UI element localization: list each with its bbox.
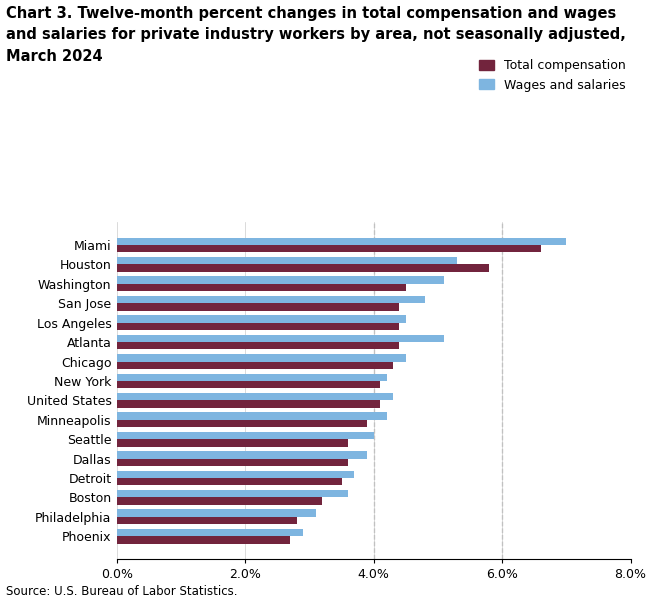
Bar	[117, 393, 393, 400]
Bar	[117, 276, 445, 284]
Bar	[117, 536, 291, 544]
Bar	[117, 510, 316, 517]
Bar	[117, 381, 380, 388]
Bar	[117, 257, 457, 264]
Bar	[117, 490, 348, 498]
Bar	[117, 342, 399, 350]
Bar	[117, 264, 489, 272]
Bar	[117, 412, 387, 419]
Text: and salaries for private industry workers by area, not seasonally adjusted,: and salaries for private industry worker…	[6, 27, 627, 42]
Bar	[117, 362, 393, 369]
Bar	[117, 354, 406, 362]
Bar	[117, 304, 399, 311]
Bar	[117, 517, 296, 524]
Legend: Total compensation, Wages and salaries: Total compensation, Wages and salaries	[474, 54, 630, 97]
Bar	[117, 245, 541, 252]
Bar	[117, 296, 425, 304]
Bar	[117, 498, 322, 505]
Bar	[117, 316, 406, 323]
Bar	[117, 478, 342, 486]
Text: Chart 3. Twelve-month percent changes in total compensation and wages: Chart 3. Twelve-month percent changes in…	[6, 6, 617, 21]
Bar	[117, 419, 367, 427]
Text: March 2024: March 2024	[6, 49, 103, 64]
Bar	[117, 400, 380, 407]
Bar	[117, 237, 566, 245]
Bar	[117, 335, 445, 342]
Bar	[117, 284, 406, 291]
Bar	[117, 471, 354, 478]
Bar	[117, 323, 399, 330]
Bar	[117, 459, 348, 466]
Bar	[117, 439, 348, 447]
Bar	[117, 432, 374, 439]
Text: Source: U.S. Bureau of Labor Statistics.: Source: U.S. Bureau of Labor Statistics.	[6, 585, 238, 598]
Bar	[117, 451, 367, 459]
Bar	[117, 374, 387, 381]
Bar	[117, 529, 303, 536]
